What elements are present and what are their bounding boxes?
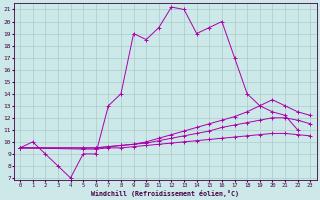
X-axis label: Windchill (Refroidissement éolien,°C): Windchill (Refroidissement éolien,°C) (91, 190, 239, 197)
